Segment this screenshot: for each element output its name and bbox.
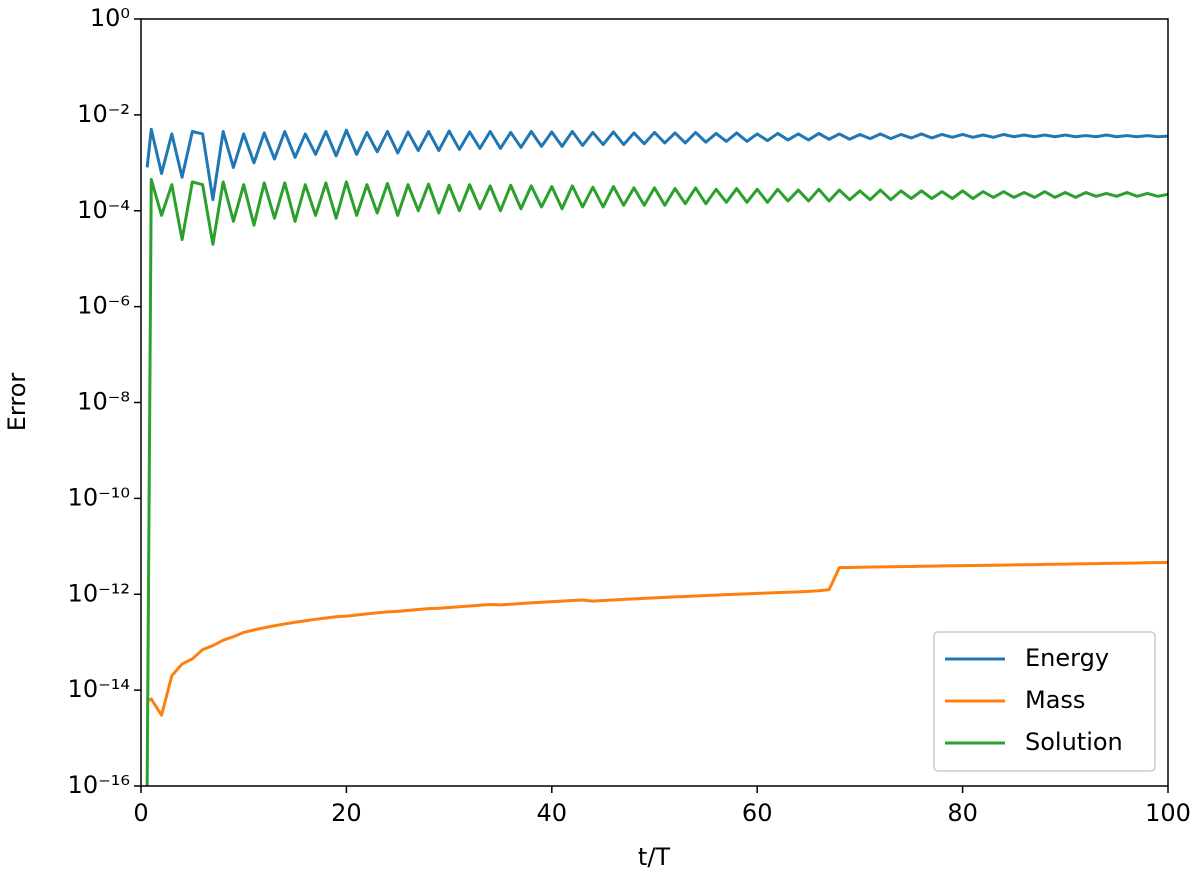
line-series [145, 177, 1168, 786]
y-tick-label: 10⁻¹⁴ [68, 675, 130, 703]
legend-label: Mass [1025, 686, 1085, 714]
x-tick-label: 60 [742, 799, 773, 827]
x-tick-label: 0 [133, 799, 148, 827]
y-tick-label: 10⁻² [77, 100, 130, 128]
y-tick-label: 10⁻⁴ [77, 196, 130, 224]
line-series [146, 560, 1168, 717]
y-tick-label: 10⁻¹² [68, 579, 130, 607]
y-tick-label: 10⁻¹⁶ [68, 771, 130, 799]
x-tick-label: 20 [331, 799, 362, 827]
legend-box [933, 631, 1156, 772]
legend-label: Solution [1025, 728, 1123, 756]
y-tick-label: 10⁻⁸ [77, 388, 130, 416]
y-tick-label: 10⁻¹⁰ [68, 483, 130, 511]
y-tick-label: 10⁰ [90, 4, 130, 32]
y-tick-label: 10⁻⁶ [77, 292, 130, 320]
x-axis-label: t/T [638, 843, 670, 871]
legend-label: Energy [1025, 644, 1109, 672]
x-tick-label: 80 [947, 799, 978, 827]
plot-area [145, 127, 1168, 786]
line-series [145, 127, 1168, 202]
x-tick-label: 40 [537, 799, 568, 827]
plot-frame [140, 18, 1169, 787]
x-tick-label: 100 [1145, 799, 1191, 827]
y-axis-label: Error [3, 373, 31, 432]
